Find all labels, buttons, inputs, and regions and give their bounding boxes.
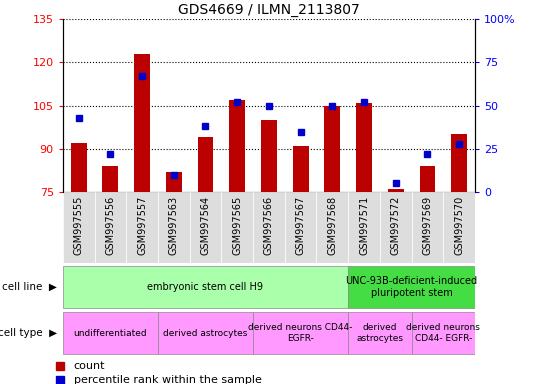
Text: GSM997571: GSM997571 (359, 195, 369, 255)
FancyBboxPatch shape (348, 266, 475, 308)
FancyBboxPatch shape (317, 192, 348, 263)
FancyBboxPatch shape (63, 192, 94, 263)
Text: GSM997564: GSM997564 (200, 195, 211, 255)
FancyBboxPatch shape (253, 192, 285, 263)
Text: cell line  ▶: cell line ▶ (2, 282, 57, 292)
Title: GDS4669 / ILMN_2113807: GDS4669 / ILMN_2113807 (178, 3, 360, 17)
Text: cell type  ▶: cell type ▶ (0, 328, 57, 338)
FancyBboxPatch shape (126, 192, 158, 263)
FancyBboxPatch shape (158, 312, 253, 354)
Text: percentile rank within the sample: percentile rank within the sample (74, 375, 262, 384)
Text: embryonic stem cell H9: embryonic stem cell H9 (147, 282, 264, 292)
FancyBboxPatch shape (253, 312, 348, 354)
Text: GSM997567: GSM997567 (295, 195, 306, 255)
FancyBboxPatch shape (348, 312, 412, 354)
Bar (134, 54, 150, 192)
Text: GSM997566: GSM997566 (264, 195, 274, 255)
FancyBboxPatch shape (189, 192, 221, 263)
Bar (103, 166, 118, 192)
FancyBboxPatch shape (63, 312, 158, 354)
FancyBboxPatch shape (380, 192, 412, 263)
FancyBboxPatch shape (221, 192, 253, 263)
Bar (324, 106, 340, 192)
Text: derived neurons
CD44- EGFR-: derived neurons CD44- EGFR- (406, 323, 480, 343)
FancyBboxPatch shape (63, 266, 348, 308)
Text: GSM997555: GSM997555 (74, 195, 84, 255)
Text: GSM997572: GSM997572 (391, 195, 401, 255)
FancyBboxPatch shape (443, 192, 475, 263)
Text: GSM997563: GSM997563 (169, 195, 179, 255)
Bar (388, 189, 403, 192)
Bar (356, 103, 372, 192)
Text: GSM997557: GSM997557 (137, 195, 147, 255)
Text: GSM997565: GSM997565 (232, 195, 242, 255)
Text: GSM997570: GSM997570 (454, 195, 464, 255)
FancyBboxPatch shape (94, 192, 126, 263)
FancyBboxPatch shape (158, 192, 189, 263)
Text: count: count (74, 361, 105, 371)
Bar (198, 137, 213, 192)
Bar (261, 120, 277, 192)
Text: undifferentiated: undifferentiated (74, 329, 147, 338)
FancyBboxPatch shape (412, 192, 443, 263)
Text: GSM997556: GSM997556 (105, 195, 115, 255)
Text: derived neurons CD44-
EGFR-: derived neurons CD44- EGFR- (248, 323, 353, 343)
FancyBboxPatch shape (285, 192, 317, 263)
Bar (71, 143, 87, 192)
FancyBboxPatch shape (348, 192, 380, 263)
Text: UNC-93B-deficient-induced
pluripotent stem: UNC-93B-deficient-induced pluripotent st… (346, 276, 478, 298)
FancyBboxPatch shape (412, 312, 475, 354)
Text: derived astrocytes: derived astrocytes (163, 329, 248, 338)
Bar (419, 166, 435, 192)
Text: derived
astrocytes: derived astrocytes (357, 323, 403, 343)
Bar (451, 134, 467, 192)
Bar (229, 100, 245, 192)
Text: GSM997568: GSM997568 (327, 195, 337, 255)
Text: GSM997569: GSM997569 (423, 195, 432, 255)
Bar (166, 172, 182, 192)
Bar (293, 146, 308, 192)
